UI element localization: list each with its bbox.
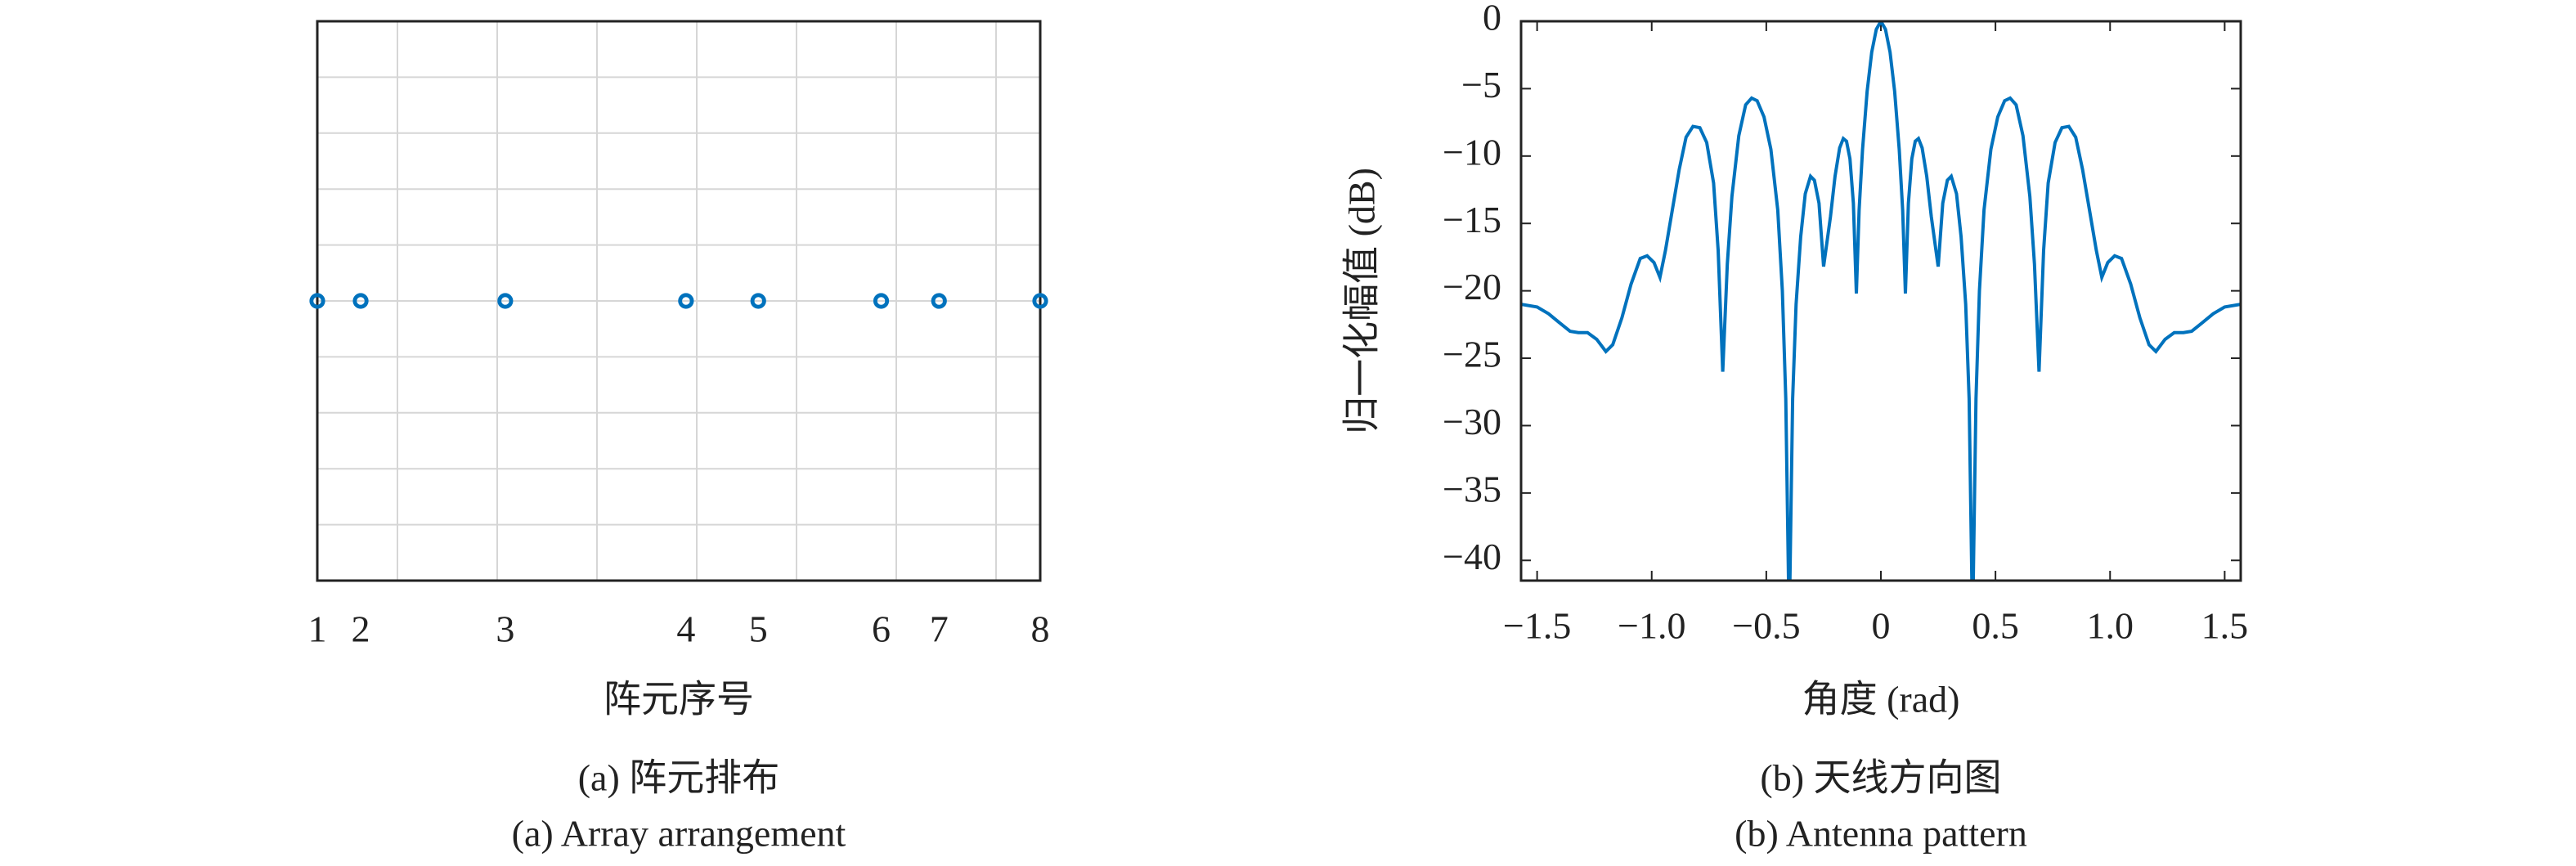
plot-frame: [316, 20, 1042, 582]
caption: (a) 阵元排布: [578, 757, 780, 799]
caption: (a) Array arrangement: [512, 813, 846, 855]
caption: (b) 天线方向图: [1760, 757, 2001, 799]
element-marker: [1032, 293, 1048, 309]
element-marker: [750, 293, 766, 309]
x-tick-label: −1.0: [1618, 605, 1685, 647]
x-tick-label: 8: [1031, 608, 1050, 650]
element-marker: [873, 293, 890, 309]
x-tick-label: 3: [496, 608, 514, 650]
y-tick-label: −5: [1461, 64, 1501, 105]
x-tick-label: 0: [1872, 605, 1891, 647]
x-tick-label: 0.5: [1972, 605, 2019, 647]
x-axis-label: 角度 (rad): [1802, 679, 1960, 720]
y-axis-label: 归一化幅值 (dB): [1341, 168, 1383, 434]
y-tick-label: −25: [1443, 334, 1501, 375]
x-tick-label: 1.5: [2201, 605, 2249, 647]
x-tick-label: −1.5: [1503, 605, 1571, 647]
y-tick-label: −40: [1443, 536, 1501, 577]
element-marker: [678, 293, 694, 309]
y-tick-label: −15: [1443, 199, 1501, 240]
x-tick-label: 1.0: [2087, 605, 2134, 647]
y-tick-label: −35: [1443, 468, 1501, 509]
plot-frame: [1519, 20, 2242, 582]
element-marker: [931, 293, 947, 309]
pattern-line: [1521, 21, 2241, 581]
element-marker: [309, 293, 325, 309]
y-tick-label: 0: [1483, 0, 1501, 38]
x-tick-label: −0.5: [1732, 605, 1800, 647]
caption: (b) Antenna pattern: [1735, 813, 2027, 855]
x-tick-label: 1: [308, 608, 327, 650]
y-tick-label: −20: [1443, 266, 1501, 307]
y-tick-label: −10: [1443, 131, 1501, 173]
x-axis-label: 阵元序号: [604, 679, 754, 720]
x-tick-label: 4: [676, 608, 695, 650]
x-tick-label: 6: [872, 608, 891, 650]
x-tick-label: 5: [749, 608, 768, 650]
element-marker: [352, 293, 369, 309]
y-tick-label: −30: [1443, 401, 1501, 442]
element-marker: [497, 293, 514, 309]
x-tick-label: 2: [352, 608, 370, 650]
x-tick-label: 7: [930, 608, 949, 650]
